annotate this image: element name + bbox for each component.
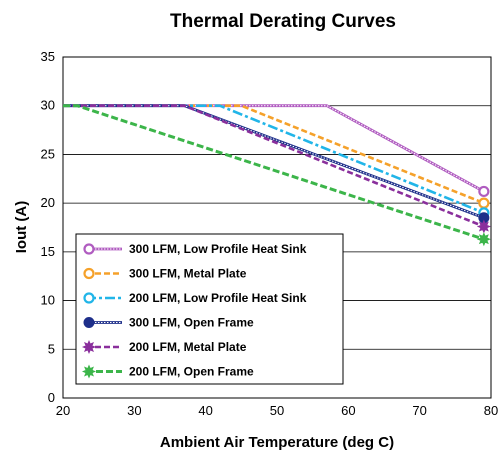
x-tick-label: 80	[484, 403, 498, 418]
y-tick-label: 5	[48, 341, 55, 356]
x-tick-label: 60	[341, 403, 355, 418]
legend-label: 200 LFM, Low Profile Heat Sink	[129, 291, 307, 305]
y-tick-label: 20	[41, 195, 55, 210]
legend-swatch-3	[83, 317, 122, 328]
series-end-marker-4	[476, 219, 491, 234]
legend-marker-0	[83, 243, 95, 255]
legend-label: 300 LFM, Low Profile Heat Sink	[129, 242, 307, 256]
series-line-4	[63, 104, 491, 234]
series-lines	[63, 104, 491, 247]
legend-swatch-1	[83, 267, 122, 280]
y-tick-label: 30	[41, 98, 55, 113]
x-tick-label: 50	[270, 403, 284, 418]
legend-marker-5	[81, 364, 97, 379]
legend: 300 LFM, Low Profile Heat Sink 300 LFM, M…	[75, 233, 344, 385]
x-tick-label: 20	[56, 403, 70, 418]
y-tick-label: 25	[41, 146, 55, 161]
legend-label: 300 LFM, Metal Plate	[129, 267, 247, 281]
y-tick-label: 35	[41, 49, 55, 64]
series-line-5-path	[63, 104, 485, 241]
legend-marker-1	[83, 267, 95, 280]
y-tick-label: 0	[48, 390, 55, 405]
legend-label: 200 LFM, Open Frame	[129, 365, 254, 379]
y-axis-label: Iout (A)	[13, 201, 30, 253]
legend-marker-4	[81, 339, 97, 355]
legend-swatch-4	[81, 339, 122, 355]
legend-swatch-5	[81, 364, 122, 379]
legend-label: 200 LFM, Metal Plate	[129, 340, 247, 354]
x-axis-label: Ambient Air Temperature (deg C)	[160, 434, 394, 451]
legend-label: 300 LFM, Open Frame	[129, 316, 254, 330]
legend-marker-3	[83, 317, 95, 328]
chart-title: Thermal Derating Curves	[170, 11, 396, 32]
x-axis-ticks: 20 30 40 50 60 70 80	[56, 403, 498, 418]
y-axis-ticks: 0 5 10 15 20 25 30 35	[41, 49, 55, 405]
series-end-marker-0	[478, 185, 490, 198]
legend-box	[75, 233, 344, 385]
series-line-5	[63, 104, 491, 247]
legend-marker-2	[83, 292, 95, 304]
x-tick-label: 40	[198, 403, 212, 418]
series-line-4-path	[63, 104, 485, 228]
series-end-marker-1	[478, 197, 490, 209]
y-tick-label: 15	[41, 244, 55, 259]
legend-swatch-2	[83, 292, 122, 304]
x-tick-label: 30	[127, 403, 141, 418]
y-tick-label: 10	[41, 293, 55, 308]
series-end-marker-5	[476, 232, 491, 247]
x-tick-label: 70	[412, 403, 426, 418]
legend-swatch-0	[83, 243, 122, 255]
